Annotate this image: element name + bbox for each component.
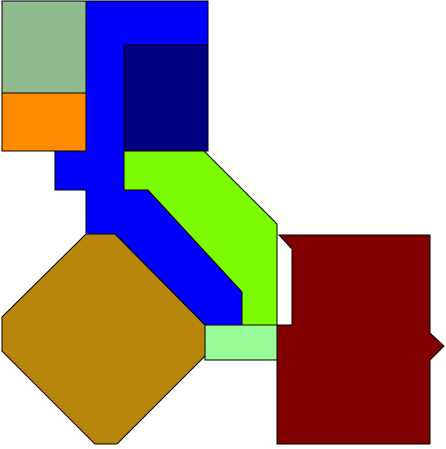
sage-green-rectangle: [1, 0, 87, 94]
maroon-notched-polygon: [276, 234, 445, 445]
light-green-rectangle: [204, 324, 278, 361]
orange-rectangle: [1, 92, 87, 152]
goldenrod-octagon: [1, 233, 206, 445]
navy-rectangle: [123, 44, 209, 152]
